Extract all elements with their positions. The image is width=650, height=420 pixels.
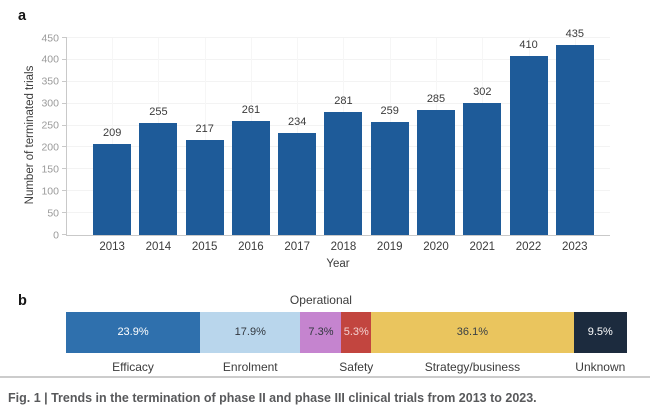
bar-value-label: 285: [426, 93, 446, 106]
y-tick-label: 350: [41, 75, 59, 88]
segment-name-label-efficacy: Efficacy: [112, 360, 154, 374]
bar-2021: [463, 102, 502, 235]
bar-value-label: 255: [149, 106, 168, 119]
segment-value-label: 9.5%: [587, 326, 613, 338]
segment-value-label: 7.3%: [308, 326, 334, 338]
bar-group-2015: 217 2015: [182, 38, 228, 253]
y-tick-label: 200: [41, 141, 59, 154]
bars-row: 209 2013 255 2014 217 2015 261 2016 234 2017 281 20…: [67, 28, 610, 253]
bar-2015: [185, 140, 224, 235]
segment-value-label: 17.9%: [234, 326, 266, 338]
x-tick-label: 2015: [191, 241, 218, 253]
segment-unknown: 9.5% Unknown: [573, 312, 627, 373]
y-tick-label: 300: [41, 97, 59, 110]
y-tick-label: 150: [41, 163, 59, 176]
segment-enrolment: 17.9% Enrolment: [200, 312, 301, 373]
y-tick-label: 450: [41, 31, 59, 44]
bar-group-2020: 285 2020: [413, 38, 459, 253]
bar-2019: [370, 121, 409, 235]
y-tick-mark: [62, 146, 67, 148]
bar-2018: [324, 112, 363, 235]
segment-value-label: 5.3%: [343, 326, 369, 338]
segment-value-label: 23.9%: [117, 326, 149, 338]
bar-value-label: 302: [473, 85, 492, 98]
segment-name-label-enrolment: Enrolment: [222, 360, 278, 374]
y-tick-mark: [62, 58, 67, 60]
x-tick-label: 2020: [423, 241, 449, 253]
bar-group-2021: 302 2021: [459, 38, 505, 253]
bar-value-label: 435: [565, 27, 584, 40]
bar-value-label: 217: [195, 123, 214, 136]
bar-group-2017: 234 2017: [274, 38, 320, 253]
bar-value-label: 259: [380, 104, 399, 117]
gridline-vertical: [204, 38, 206, 235]
x-axis-title: Year: [326, 258, 350, 270]
y-tick-label: 100: [41, 184, 59, 197]
y-tick-mark: [62, 37, 67, 38]
bar-group-2014: 255 2014: [135, 38, 181, 253]
bar-value-label: 234: [288, 115, 307, 128]
y-tick-mark: [62, 80, 67, 82]
panel-a-label: a: [18, 8, 27, 24]
y-tick-mark: [62, 102, 67, 104]
x-tick-label: 2023: [561, 241, 588, 253]
x-tick-label: 2013: [99, 241, 125, 253]
y-tick-mark: [62, 234, 67, 235]
gridline-horizontal: [67, 37, 610, 38]
bar-value-label: 261: [241, 103, 261, 116]
segment-operational: 7.3% Operational: [290, 294, 352, 353]
bar-2017: [278, 132, 317, 235]
x-tick-label: 2016: [238, 241, 264, 253]
y-tick-mark: [62, 124, 67, 126]
bar-group-2019: 259 2019: [367, 38, 413, 253]
y-tick-label: 400: [41, 53, 59, 66]
y-tick-label: 50: [47, 206, 59, 219]
segment-name-label-safety: Safety: [339, 360, 374, 374]
bar-value-label: 410: [519, 38, 538, 51]
bar-2016: [231, 120, 270, 235]
bar-group-2018: 281 2018: [320, 38, 366, 253]
bar-2013: [93, 143, 132, 235]
bar-group-2013: 209 2013: [89, 38, 135, 253]
y-tick-mark: [62, 168, 67, 170]
x-tick-label: 2021: [469, 241, 496, 253]
figure-caption: Fig. 1 | Trends in the termination of ph…: [8, 391, 537, 405]
gridline-vertical: [112, 38, 114, 235]
bar-2020: [416, 110, 455, 235]
bar-group-2022: 410 2022: [505, 38, 551, 253]
y-tick-label: 0: [53, 228, 59, 241]
caption-divider: [0, 376, 650, 378]
bar-value-label: 209: [102, 126, 122, 139]
gridline-horizontal: [67, 80, 610, 82]
bar-value-label: 281: [334, 95, 353, 107]
x-tick-label: 2018: [330, 241, 357, 253]
segment-value-label: 36.1%: [456, 326, 488, 338]
segment-name-label-operational: Operational: [289, 293, 352, 307]
segment-efficacy: 23.9% Efficacy: [66, 312, 201, 373]
bar-chart-plot: 0 50 100 150 200 250 300 350 400 450 209 2013 255 201…: [41, 28, 610, 253]
bar-group-2016: 261 2016: [228, 38, 274, 253]
x-tick-label: 2017: [284, 241, 310, 253]
segment-name-label-unknown: Unknown: [575, 360, 626, 374]
y-tick-mark: [62, 212, 67, 214]
x-tick-label: 2019: [376, 241, 403, 253]
y-axis-title: Number of terminated trials: [24, 65, 36, 205]
bar-2022: [509, 55, 548, 235]
y-tick-label: 250: [41, 119, 59, 132]
stacked-bar: 23.9% Efficacy 17.9% Enrolment 7.3% Operation…: [66, 294, 627, 373]
bar-2014: [139, 123, 178, 235]
y-tick-mark: [62, 190, 67, 192]
gridline-horizontal: [67, 58, 610, 60]
bar-group-2023: 435 2023: [552, 28, 598, 253]
segment-safety: 5.3% Safety: [339, 312, 373, 373]
bar-2023: [555, 44, 594, 235]
segment-strategy-business: 36.1% Strategy/business: [371, 312, 574, 373]
x-tick-label: 2022: [515, 241, 542, 253]
segment-name-label-strategy-business: Strategy/business: [424, 360, 521, 374]
panel-b-label: b: [18, 293, 27, 309]
x-tick-label: 2014: [145, 241, 172, 253]
gridline-horizontal: [67, 102, 610, 104]
